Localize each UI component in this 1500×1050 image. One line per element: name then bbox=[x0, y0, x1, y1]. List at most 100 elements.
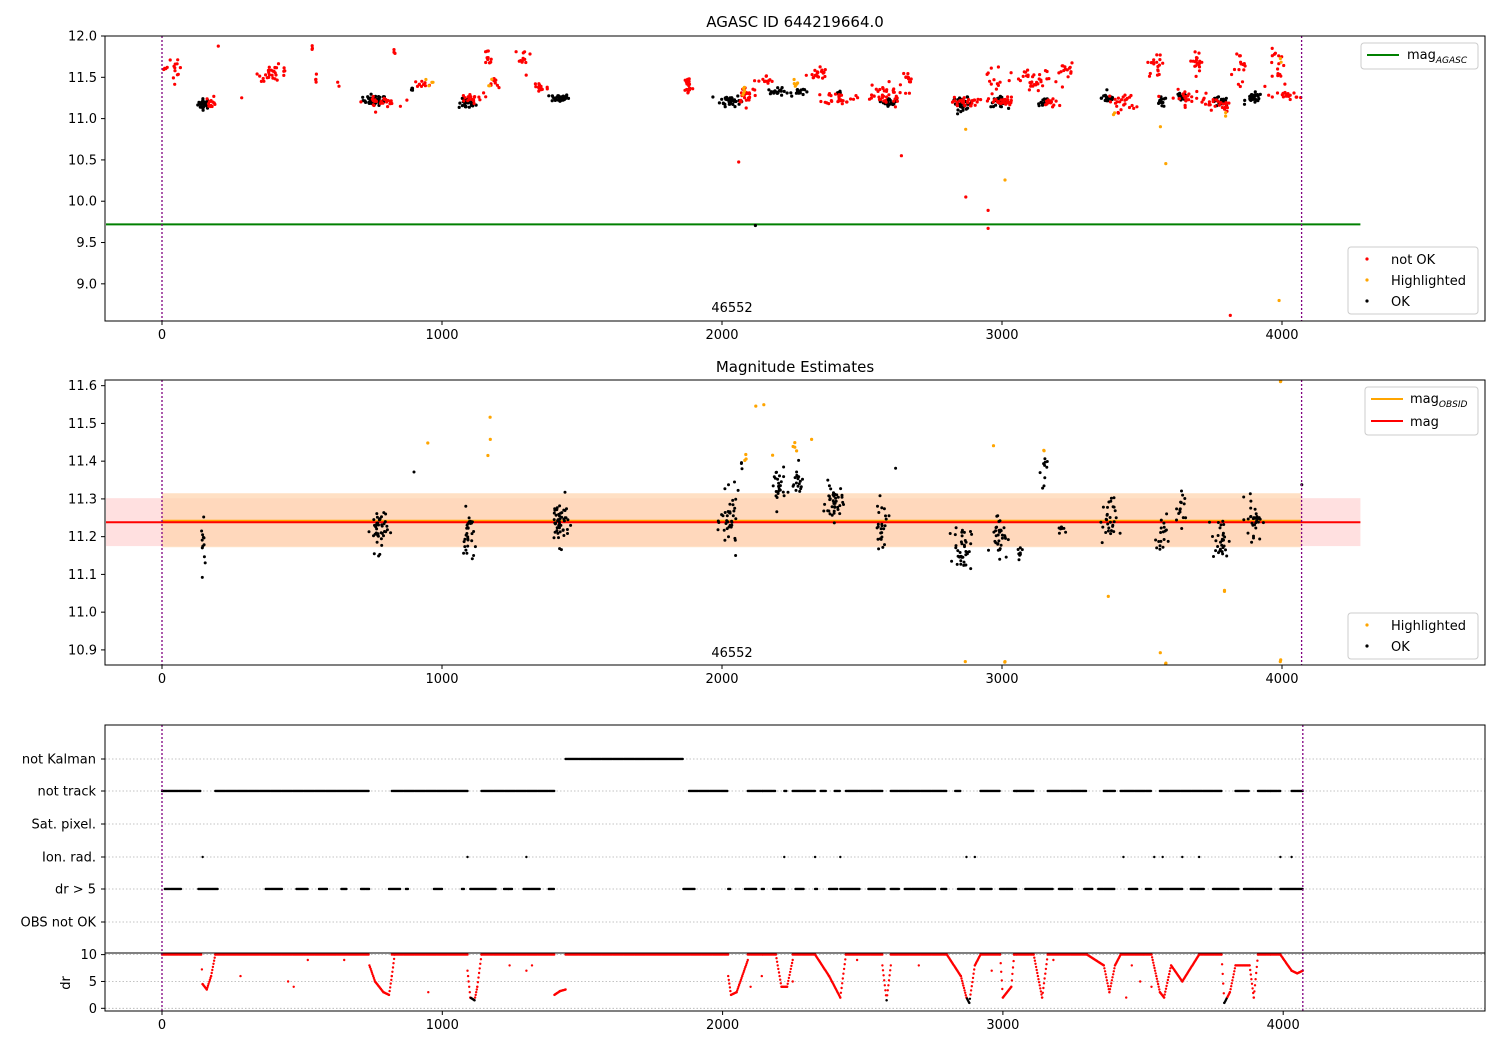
dr-point bbox=[1231, 979, 1234, 982]
not-ok-point bbox=[691, 87, 695, 91]
ok-point bbox=[1059, 525, 1063, 529]
highlighted-point bbox=[1158, 651, 1162, 655]
dr-point bbox=[1036, 974, 1040, 978]
not-ok-point bbox=[895, 96, 899, 100]
panel-magnitude-frame bbox=[104, 379, 1486, 666]
highlighted-point bbox=[792, 77, 796, 82]
not-ok-point bbox=[371, 103, 375, 107]
dr-point bbox=[343, 958, 346, 962]
ok-point bbox=[1254, 521, 1258, 525]
dr-point bbox=[775, 957, 778, 960]
ok-point bbox=[796, 477, 800, 481]
flag-point bbox=[552, 887, 556, 891]
not-ok-point bbox=[1276, 74, 1280, 78]
ok-point bbox=[734, 554, 738, 557]
not-ok-point bbox=[1063, 65, 1067, 69]
ok-point bbox=[797, 482, 801, 486]
highlighted-point bbox=[795, 82, 799, 86]
dr-point bbox=[206, 986, 209, 989]
not-ok-point bbox=[267, 73, 271, 77]
not-ok-point bbox=[1223, 107, 1227, 111]
dr-point bbox=[530, 964, 534, 967]
dr-point bbox=[785, 985, 789, 988]
dr-point bbox=[726, 953, 730, 956]
not-ok-point bbox=[1207, 100, 1211, 104]
not-ok-point bbox=[1123, 102, 1127, 106]
not-ok-point bbox=[970, 101, 974, 105]
ok-point bbox=[725, 97, 729, 101]
not-ok-point bbox=[1184, 99, 1188, 103]
ok-point bbox=[960, 105, 964, 109]
dr-point bbox=[840, 986, 843, 990]
ok-point bbox=[731, 514, 735, 518]
ok-point bbox=[1166, 539, 1170, 543]
flag-point bbox=[881, 789, 884, 793]
flag-point bbox=[280, 887, 284, 891]
not-ok-point bbox=[976, 97, 980, 101]
legend-ok-swatch bbox=[1365, 644, 1369, 648]
ok-point bbox=[830, 513, 834, 517]
dr-point bbox=[1150, 956, 1154, 959]
not-ok-point bbox=[533, 82, 538, 86]
dr-point bbox=[478, 967, 481, 970]
not-ok-point bbox=[486, 49, 490, 53]
not-ok-point bbox=[1281, 95, 1285, 99]
not-ok-point bbox=[898, 83, 903, 87]
ok-point bbox=[963, 545, 966, 549]
ok-point bbox=[1064, 530, 1068, 534]
not-ok-point bbox=[990, 92, 994, 96]
dr-point bbox=[207, 982, 210, 985]
ok-point bbox=[1248, 492, 1252, 496]
dr-point bbox=[200, 968, 204, 971]
ok-point bbox=[382, 511, 386, 515]
dr-point bbox=[479, 958, 483, 961]
not-ok-point bbox=[1009, 95, 1014, 99]
dr-point bbox=[1042, 986, 1045, 990]
flag-point bbox=[1220, 789, 1223, 793]
ok-point bbox=[836, 495, 840, 499]
not-ok-point bbox=[258, 74, 262, 78]
ok-point bbox=[732, 509, 736, 513]
flag-point bbox=[1290, 855, 1293, 859]
not-ok-point bbox=[276, 62, 281, 66]
dr-point bbox=[1139, 980, 1142, 983]
ok-point bbox=[1219, 523, 1223, 527]
ok-point bbox=[776, 477, 780, 481]
dr-point bbox=[1153, 966, 1156, 970]
ok-point bbox=[1018, 553, 1022, 557]
dr-point bbox=[1037, 981, 1041, 984]
not-ok-point bbox=[823, 74, 827, 79]
not-ok-point bbox=[398, 104, 402, 108]
ok-point bbox=[563, 96, 567, 100]
not-ok-point bbox=[770, 79, 774, 83]
not-ok-point bbox=[1189, 59, 1193, 63]
ok-point bbox=[1057, 531, 1061, 535]
ok-point bbox=[727, 525, 731, 529]
ok-point bbox=[1219, 97, 1223, 101]
not-ok-point bbox=[495, 83, 499, 87]
ok-point bbox=[1103, 93, 1107, 97]
dr-point bbox=[1000, 979, 1003, 982]
dr-point bbox=[727, 974, 730, 978]
dr-point bbox=[476, 981, 480, 984]
ok-point bbox=[458, 101, 462, 105]
not-ok-point bbox=[478, 98, 482, 102]
ok-point bbox=[201, 106, 205, 110]
ok-point bbox=[794, 481, 798, 485]
not-ok-point bbox=[517, 59, 521, 63]
flag-point bbox=[1113, 887, 1116, 891]
flag-category-label: Sat. pixel. bbox=[32, 818, 96, 833]
not-ok-point bbox=[1038, 73, 1042, 77]
dr-point bbox=[1110, 979, 1114, 982]
ok-point bbox=[771, 484, 775, 488]
ok-point bbox=[563, 490, 567, 494]
ok-point bbox=[780, 86, 784, 90]
ok-point bbox=[716, 528, 720, 532]
flag-point bbox=[1181, 855, 1184, 859]
not-ok-point bbox=[992, 78, 996, 82]
not-ok-point bbox=[818, 93, 822, 97]
not-ok-point bbox=[1032, 73, 1036, 77]
highlighted-point bbox=[488, 437, 492, 441]
dr-point bbox=[1112, 973, 1115, 976]
dr-point bbox=[887, 979, 891, 982]
